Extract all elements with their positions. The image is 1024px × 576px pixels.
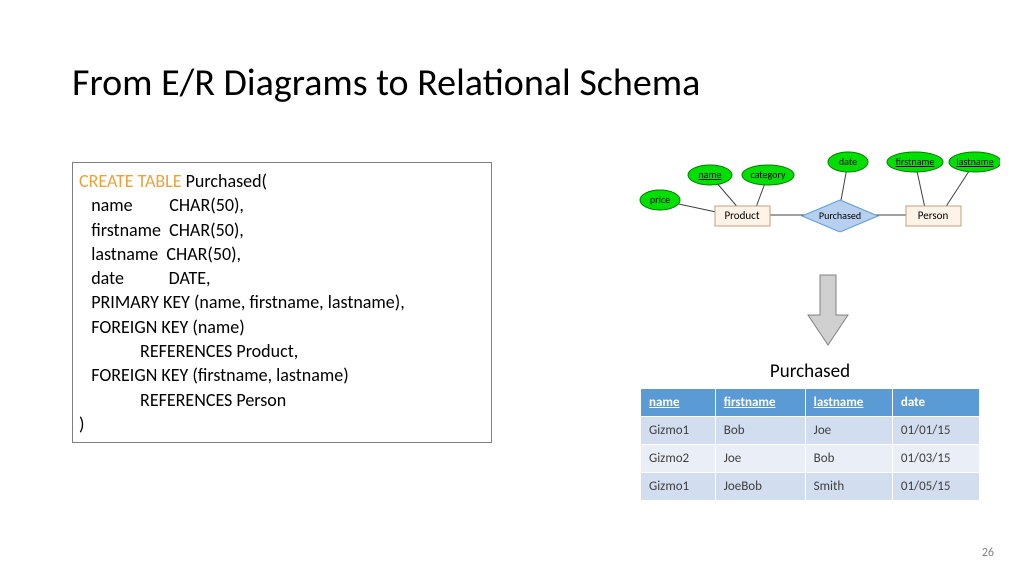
down-arrow-icon	[798, 270, 858, 350]
code-line: date DATE,	[79, 266, 481, 290]
code-line: REFERENCES Product,	[79, 339, 481, 363]
col-firstname: firstname	[715, 389, 805, 417]
code-line-create: CREATE TABLE Purchased(	[79, 169, 481, 193]
er-attributes	[640, 152, 1000, 210]
table-row: Gizmo1BobJoe01/01/15	[641, 417, 980, 445]
sql-code-box: CREATE TABLE Purchased( name CHAR(50), f…	[72, 162, 492, 443]
page-number: 26	[982, 546, 994, 560]
code-line: firstname CHAR(50),	[79, 218, 481, 242]
code-line: REFERENCES Person	[79, 388, 481, 412]
col-name: name	[641, 389, 716, 417]
col-date: date	[892, 389, 979, 417]
code-line: lastname CHAR(50),	[79, 242, 481, 266]
col-lastname: lastname	[805, 389, 892, 417]
label-product: Product	[724, 209, 759, 222]
code-line: FOREIGN KEY (name)	[79, 315, 481, 339]
table-row: Gizmo2JoeBob01/03/15	[641, 445, 980, 473]
page-title: From E/R Diagrams to Relational Schema	[72, 60, 700, 106]
code-line: FOREIGN KEY (firstname, lastname)	[79, 363, 481, 387]
label-price: price	[650, 193, 670, 206]
er-diagram: price name category date firstname lastn…	[610, 150, 1000, 280]
label-category: category	[750, 168, 786, 181]
label-person: Person	[918, 209, 949, 222]
label-name: name	[698, 168, 721, 181]
label-purchased: Purchased	[819, 209, 861, 222]
table-header-row: name firstname lastname date	[641, 389, 980, 417]
code-line: )	[79, 412, 481, 436]
purchased-table: name firstname lastname date Gizmo1BobJo…	[640, 388, 980, 501]
table-title: Purchased	[640, 360, 980, 383]
code-line: PRIMARY KEY (name, firstname, lastname),	[79, 290, 481, 314]
label-lastname: lastname	[956, 155, 993, 168]
arrow-shape	[808, 275, 848, 345]
table-row: Gizmo1JoeBobSmith01/05/15	[641, 473, 980, 501]
code-line: name CHAR(50),	[79, 193, 481, 217]
label-date: date	[839, 155, 857, 168]
label-firstname: firstname	[896, 155, 935, 168]
